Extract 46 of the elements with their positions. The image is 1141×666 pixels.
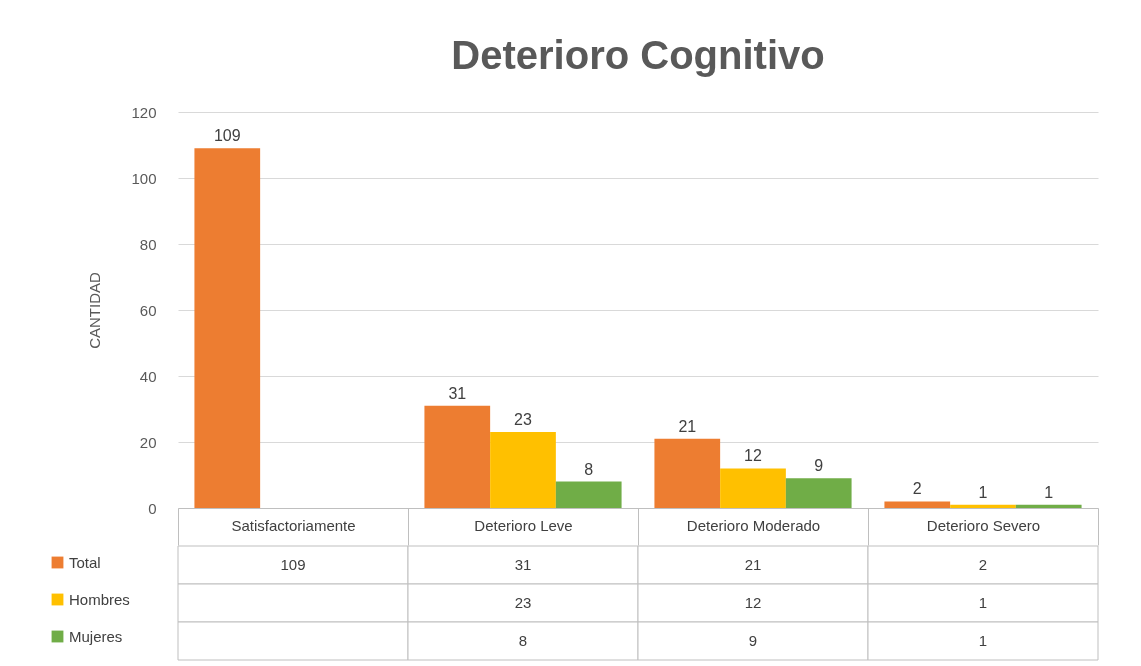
bar <box>884 501 951 508</box>
legend-label: Hombres <box>69 590 130 608</box>
bar <box>424 405 491 508</box>
data-label: 1 <box>1044 483 1054 501</box>
x-tick-label: Deterioro Severo <box>926 516 1041 534</box>
data-label: 2 <box>912 480 922 498</box>
data-label: 109 <box>213 127 241 145</box>
bar <box>1015 504 1082 508</box>
x-tick-label: Satisfactoriamente <box>231 516 356 534</box>
data-label: 23 <box>514 594 532 611</box>
data-label: 12 <box>744 594 762 611</box>
y-tick-label: 120 <box>131 103 157 121</box>
data-label: 31 <box>514 556 532 573</box>
data-label: 9 <box>814 457 824 475</box>
data-label: 12 <box>744 447 762 465</box>
data-label: 8 <box>518 632 528 649</box>
data-label: 109 <box>280 556 306 573</box>
data-label: 2 <box>978 556 988 573</box>
y-tick-label: 0 <box>148 499 157 517</box>
data-label: 9 <box>748 632 758 649</box>
chart-title: Deterioro Cognitivo <box>451 33 825 77</box>
bar <box>194 148 261 508</box>
data-label: 1 <box>978 483 988 501</box>
y-tick-label: 100 <box>131 169 157 187</box>
y-tick-label: 60 <box>139 301 157 319</box>
bar <box>720 468 786 508</box>
data-label: 1 <box>978 594 988 611</box>
y-axis-title: CANTIDAD <box>86 272 104 349</box>
legend-label: Total <box>69 553 101 571</box>
data-label: 8 <box>584 460 594 478</box>
y-tick-label: 40 <box>139 367 157 385</box>
bar <box>785 478 852 508</box>
x-tick-label: Deterioro Leve <box>474 516 573 534</box>
bar <box>490 432 556 508</box>
data-label: 31 <box>448 384 467 402</box>
data-label: 1 <box>978 632 988 649</box>
y-tick-label: 80 <box>139 235 157 253</box>
bar <box>654 438 721 508</box>
legend-label: Mujeres <box>69 627 123 645</box>
data-label: 21 <box>744 556 762 573</box>
data-label: 21 <box>678 417 697 435</box>
x-tick-label: Deterioro Moderado <box>686 516 821 534</box>
bar <box>555 481 622 508</box>
data-label: 23 <box>514 411 532 429</box>
bar <box>950 504 1016 508</box>
y-tick-label: 20 <box>139 433 157 451</box>
